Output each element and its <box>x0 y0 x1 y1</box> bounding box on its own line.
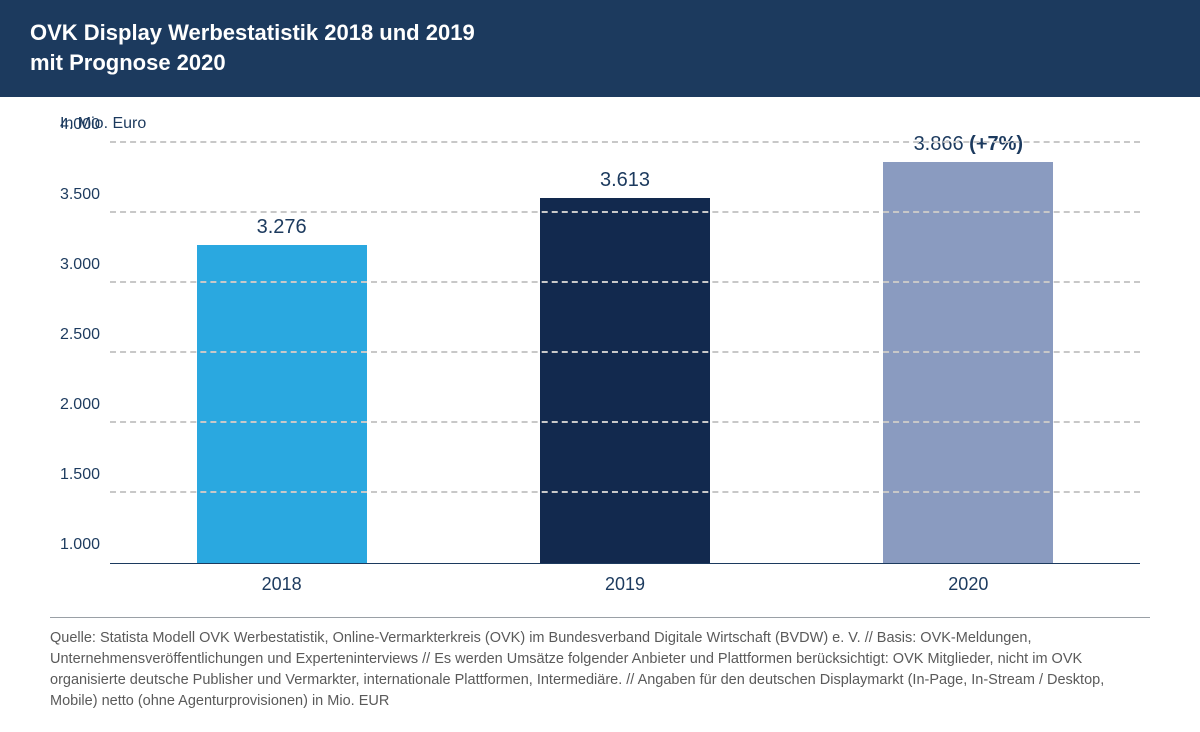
y-tick-label: 2.000 <box>50 396 100 414</box>
chart-header: OVK Display Werbestatistik 2018 und 2019… <box>0 0 1200 97</box>
title-line-2: mit Prognose 2020 <box>30 50 226 75</box>
bar-rect <box>540 198 710 564</box>
plot-region: 3.2763.6133.866 (+7%) 1.0001.5002.0002.5… <box>110 143 1140 563</box>
chart-footer-source: Quelle: Statista Modell OVK Werbestatist… <box>0 618 1200 732</box>
bar-group: 3.866 (+7%) <box>797 133 1140 563</box>
y-tick-label: 2.500 <box>50 326 100 344</box>
x-tick-label: 2019 <box>454 574 797 595</box>
gridline <box>110 211 1140 213</box>
y-axis-label: In Mio. Euro <box>60 115 1150 133</box>
gridline <box>110 281 1140 283</box>
bar-value-label: 3.866 (+7%) <box>914 133 1024 156</box>
y-tick-label: 1.000 <box>50 536 100 554</box>
y-tick-label: 3.000 <box>50 256 100 274</box>
bar-rect <box>883 162 1053 563</box>
gridline <box>110 141 1140 143</box>
chart-title: OVK Display Werbestatistik 2018 und 2019… <box>30 18 1170 77</box>
bar-rect <box>197 245 367 564</box>
bar-group: 3.613 <box>454 169 797 564</box>
gridline <box>110 421 1140 423</box>
y-tick-label: 3.500 <box>50 186 100 204</box>
chart-area: In Mio. Euro 3.276 3.613 3.866 (+7%) 1.000… <box>0 97 1200 605</box>
x-tick-label: 2018 <box>110 574 453 595</box>
title-line-1: OVK Display Werbestatistik 2018 und 2019 <box>30 20 475 45</box>
bar-group: 3.276 <box>110 216 453 564</box>
bar-value-label: 3.613 <box>600 169 650 192</box>
gridline <box>110 351 1140 353</box>
bar-value-label: 3.276 <box>257 216 307 239</box>
y-tick-label: 1.500 <box>50 466 100 484</box>
bars-group: 3.2763.6133.866 (+7%) <box>110 143 1140 563</box>
y-tick-label: 4.000 <box>50 116 100 134</box>
gridline <box>110 491 1140 493</box>
chart-container: OVK Display Werbestatistik 2018 und 2019… <box>0 0 1200 703</box>
x-axis: 201820192020 <box>110 563 1140 595</box>
x-tick-label: 2020 <box>797 574 1140 595</box>
